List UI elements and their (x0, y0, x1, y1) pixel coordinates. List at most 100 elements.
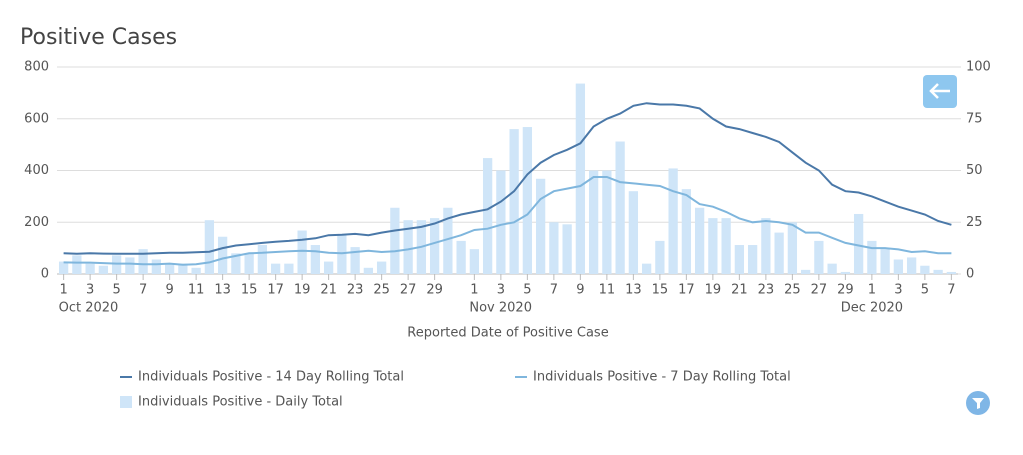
bar (535, 178, 546, 274)
bar (98, 265, 109, 274)
bar (390, 207, 400, 274)
bar (522, 127, 533, 274)
y-tick-label: 400 (24, 163, 49, 178)
x-tick-label: 7 (947, 283, 955, 298)
bar (270, 263, 281, 274)
x-tick-label: 9 (165, 283, 173, 298)
bar (443, 207, 453, 274)
x-tick-label: 29 (426, 283, 443, 298)
filter-button[interactable] (966, 391, 990, 415)
x-tick-label: 23 (347, 283, 364, 298)
x-tick-label: 25 (373, 283, 390, 298)
x-tick-label: 19 (705, 283, 722, 298)
x-tick-label: 5 (523, 283, 531, 298)
x-tick-label: 17 (267, 283, 284, 298)
y2-tick-label: 25 (966, 215, 983, 230)
bar (880, 249, 890, 274)
bar (655, 240, 665, 274)
bar (588, 170, 599, 274)
bar (125, 257, 135, 274)
bar (244, 253, 254, 274)
bar (217, 236, 228, 274)
x-axis-label: Reported Date of Positive Case (407, 326, 608, 341)
x-tick-label: 9 (576, 283, 584, 298)
y-tick-label: 800 (24, 60, 49, 75)
bar (575, 83, 586, 274)
legend-label: Individuals Positive - Daily Total (138, 395, 343, 410)
x-tick-label: 13 (214, 283, 231, 298)
x-tick-label: 27 (400, 283, 417, 298)
legend-swatch (120, 396, 132, 408)
bar (853, 213, 864, 274)
x-tick-label: 13 (625, 283, 642, 298)
bar (602, 170, 612, 274)
bar (562, 224, 572, 274)
legend-label: Individuals Positive - 7 Day Rolling Tot… (533, 370, 791, 385)
back-button[interactable] (923, 75, 957, 108)
bar (893, 259, 904, 274)
bar (800, 269, 811, 274)
x-group-label: Oct 2020 (59, 301, 119, 316)
bar (85, 263, 95, 274)
bar (920, 265, 930, 274)
bar (310, 245, 321, 274)
bar (469, 249, 480, 274)
y-tick-label: 200 (24, 215, 49, 230)
x-tick-label: 15 (241, 283, 258, 298)
bar (456, 240, 466, 274)
y-tick-label: 0 (41, 267, 49, 282)
x-tick-label: 29 (837, 283, 854, 298)
bar (906, 257, 917, 274)
bar (257, 245, 268, 274)
bar (111, 255, 122, 274)
bar (376, 261, 387, 274)
line (63, 176, 952, 266)
bar (482, 158, 493, 274)
x-tick-label: 1 (868, 283, 876, 298)
bar (721, 218, 731, 274)
bar (668, 168, 678, 274)
bar (827, 263, 837, 274)
x-tick-label: 7 (550, 283, 558, 298)
y2-tick-label: 0 (966, 267, 974, 282)
y-tick-label: 600 (24, 111, 49, 126)
x-tick-label: 3 (497, 283, 505, 298)
y2-tick-label: 75 (966, 111, 983, 126)
bar (58, 261, 69, 274)
bar (337, 234, 347, 274)
bar (747, 245, 758, 274)
bar (814, 240, 824, 274)
bar (549, 222, 559, 274)
bar (681, 189, 692, 274)
bar (641, 263, 652, 274)
x-tick-label: 15 (652, 283, 669, 298)
bar (284, 263, 294, 274)
x-tick-label: 1 (59, 283, 67, 298)
bar (867, 240, 877, 274)
bar (708, 218, 718, 274)
bar (350, 247, 360, 274)
bar (509, 129, 519, 274)
bar (734, 245, 745, 274)
x-tick-label: 11 (599, 283, 616, 298)
x-group-label: Nov 2020 (469, 301, 532, 316)
x-tick-label: 5 (112, 283, 120, 298)
bar (72, 255, 82, 274)
x-tick-label: 25 (784, 283, 801, 298)
bar (297, 230, 307, 274)
x-tick-label: 21 (320, 283, 337, 298)
x-tick-label: 19 (294, 283, 311, 298)
back-arrow (929, 83, 950, 99)
bar (151, 259, 162, 274)
x-tick-label: 3 (86, 283, 94, 298)
y2-tick-label: 100 (966, 60, 991, 75)
bar (761, 218, 771, 274)
bar (164, 263, 175, 274)
bar (615, 141, 625, 274)
line (63, 102, 952, 255)
x-tick-label: 3 (894, 283, 902, 298)
bar (323, 261, 334, 274)
bar (429, 218, 440, 274)
